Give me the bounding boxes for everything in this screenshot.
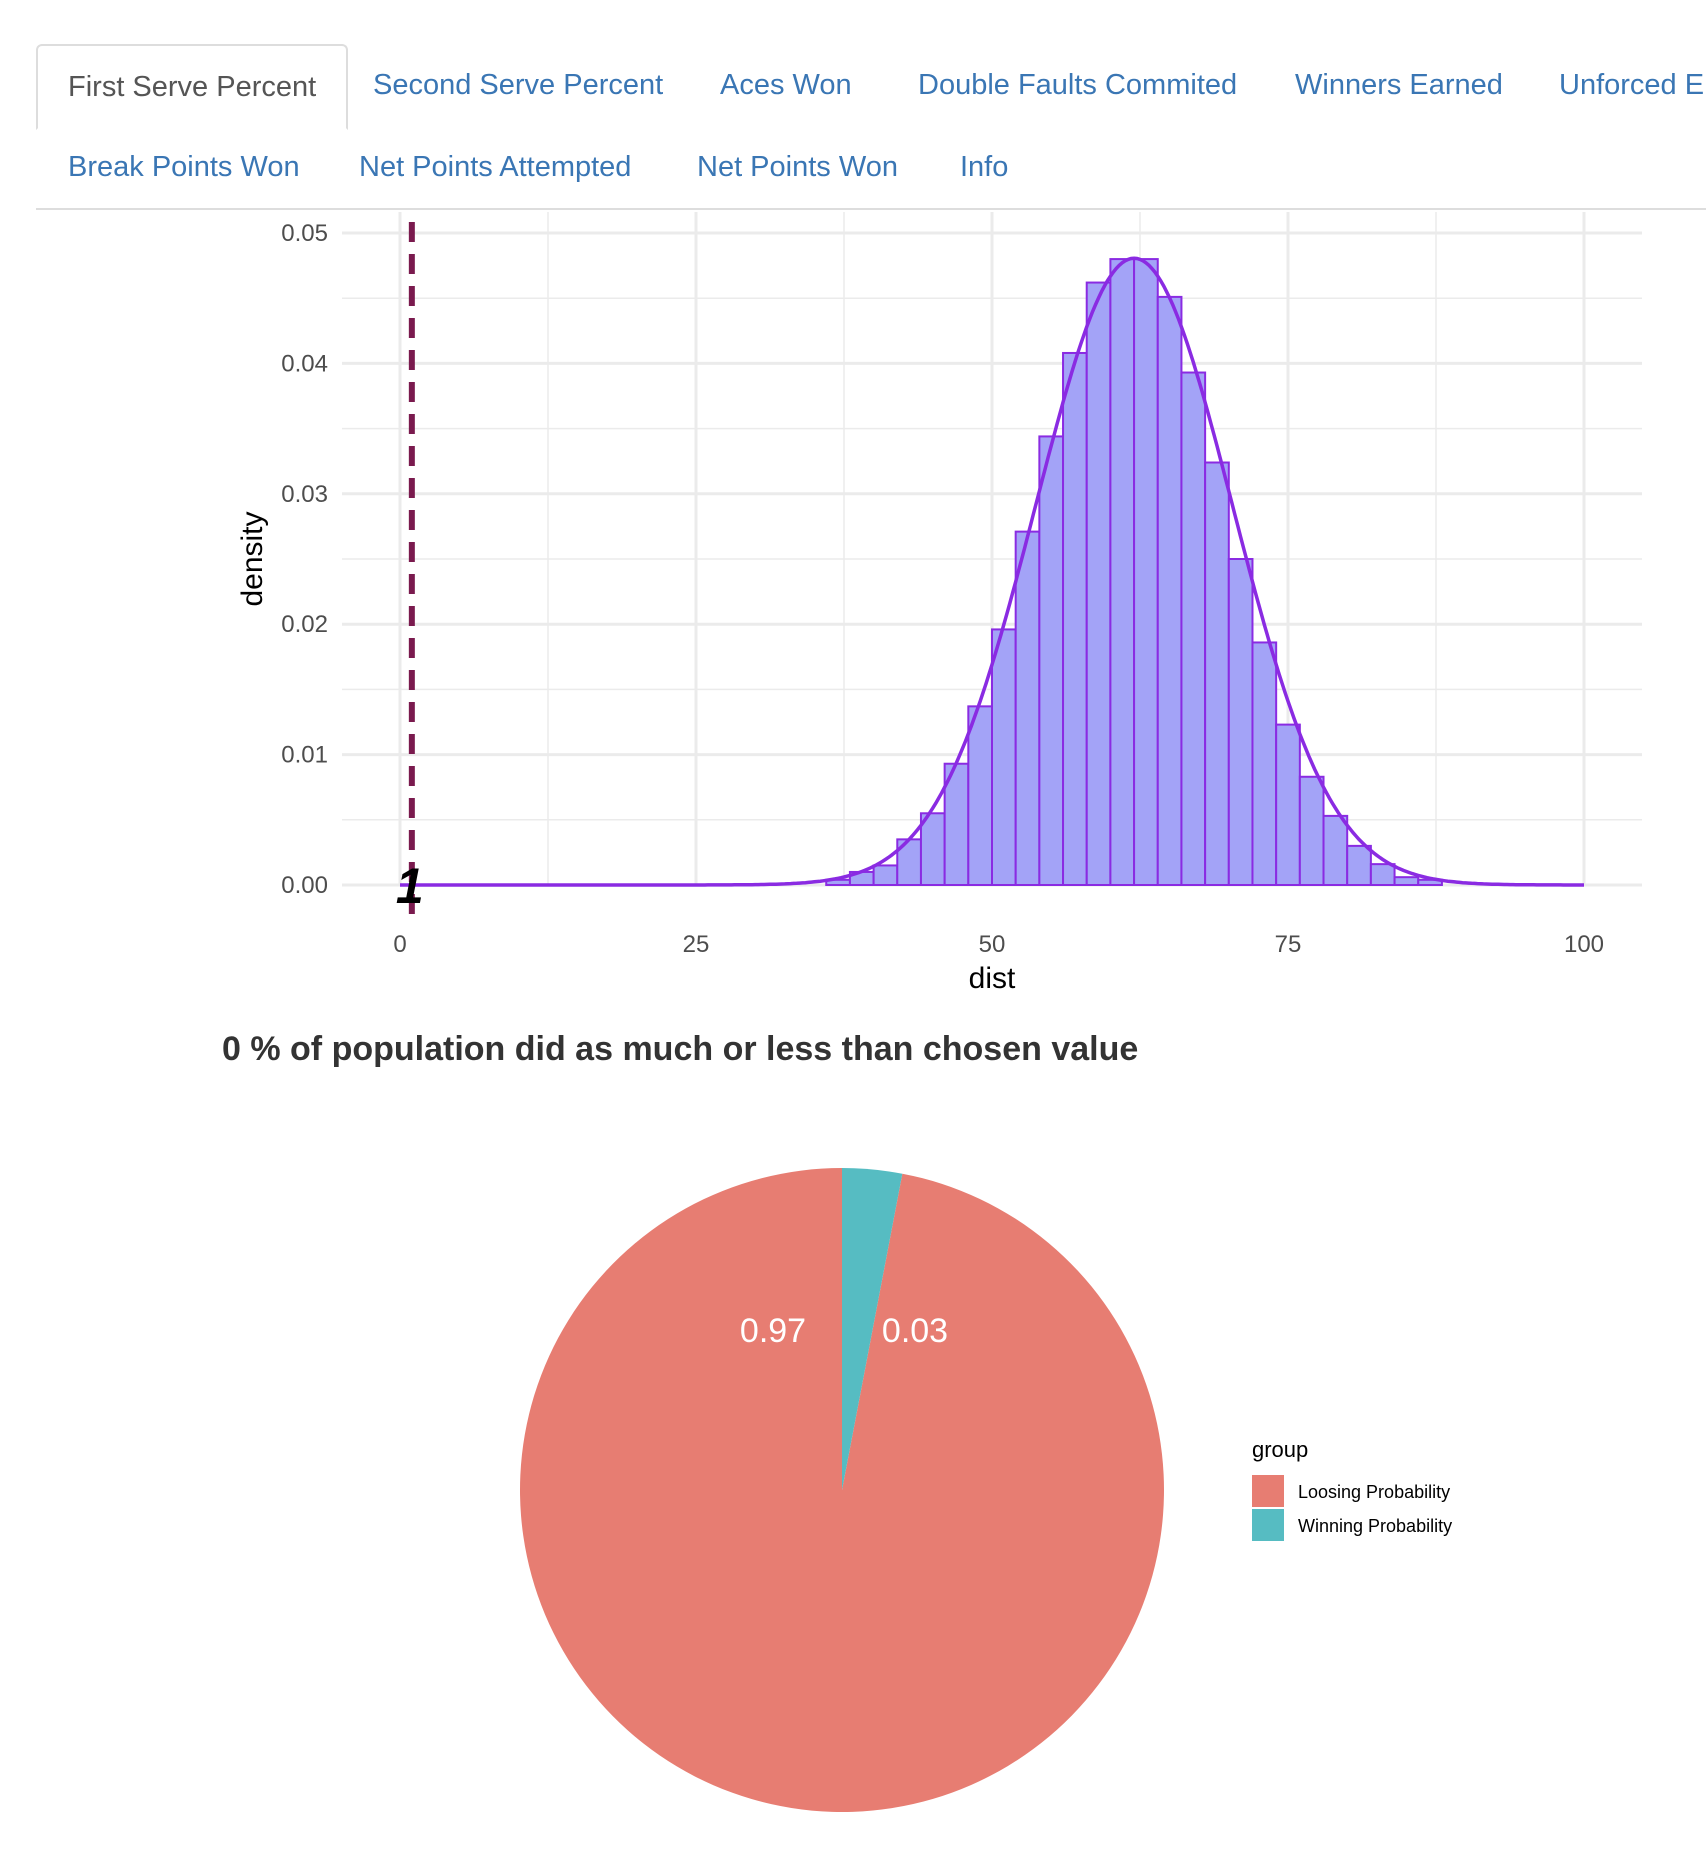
histogram-bar (1298, 775, 1325, 887)
histogram-bar (1275, 723, 1301, 886)
histogram-bar (1346, 844, 1372, 887)
population-percent-text: 0 % of population did as much or less th… (222, 1030, 1139, 1068)
x-tick-label: 25 (683, 931, 710, 958)
tab-second-serve-percent[interactable]: Second Serve Percent (373, 69, 664, 101)
y-tick-label: 0.03 (281, 481, 328, 508)
tab-bar: First Serve Percent Second Serve Percent… (36, 44, 1706, 210)
x-tick-label: 0 (393, 931, 406, 958)
histogram-bar (1133, 258, 1159, 886)
tab-unforced-errors[interactable]: Unforced Er (1559, 69, 1706, 101)
density-curve (400, 256, 1584, 887)
legend-swatch (1252, 1475, 1284, 1507)
tab-winners-earned[interactable]: Winners Earned (1295, 69, 1503, 101)
y-tick-label: 0.02 (281, 611, 328, 638)
y-axis-label: density (236, 511, 269, 606)
tab-first-serve-percent[interactable]: First Serve Percent (36, 44, 349, 130)
pie-slice (520, 1168, 1165, 1812)
histogram-bar (1180, 371, 1207, 886)
tab-net-points-won[interactable]: Net Points Won (697, 151, 898, 183)
histogram-bar (1393, 876, 1420, 887)
x-axis-label: dist (969, 962, 1016, 995)
y-tick-label: 0.00 (281, 872, 328, 899)
histogram-bar (1038, 435, 1065, 886)
density-histogram-chart: 1 0 25 50 75 100 0.00 0.01 0.02 0.03 0.04 0.05 dist d… (236, 212, 1642, 995)
histogram-bar (919, 812, 946, 887)
histogram-bar (872, 864, 899, 887)
tab-net-points-attempted[interactable]: Net Points Attempted (359, 151, 632, 183)
histogram-bar (1156, 295, 1183, 886)
tab-info[interactable]: Info (960, 151, 1009, 183)
x-tick-label: 50 (979, 931, 1006, 958)
histogram-bar (991, 628, 1017, 887)
legend-swatch (1252, 1509, 1284, 1541)
pie-slice (842, 1168, 903, 1490)
histogram-bar (1014, 530, 1041, 887)
histogram-bar (1251, 641, 1278, 886)
x-tick-label: 100 (1564, 931, 1604, 958)
legend-title: group (1252, 1437, 1308, 1462)
pie-label: 0.03 (882, 1312, 948, 1350)
histogram-bar (1062, 351, 1088, 886)
histogram-bar (1227, 558, 1254, 886)
y-tick-label: 0.04 (281, 350, 328, 377)
histogram-bar (1109, 258, 1136, 886)
legend-label: Winning Probability (1298, 1516, 1452, 1536)
tab-aces-won[interactable]: Aces Won (720, 69, 852, 101)
x-tick-label: 75 (1275, 931, 1302, 958)
histogram-bar (1369, 863, 1396, 886)
legend-label: Loosing Probability (1298, 1482, 1450, 1502)
pie-label: 0.97 (740, 1312, 806, 1350)
chosen-value-label: 1 (396, 858, 424, 914)
probability-pie-chart: 0.97 0.03 group Loosing Probability Winning … (520, 1168, 1452, 1812)
y-tick-label: 0.05 (281, 220, 328, 247)
histogram-bar (1204, 461, 1230, 886)
histogram-bar (1322, 814, 1349, 886)
histogram-bar (1085, 281, 1112, 886)
tab-double-faults-commited[interactable]: Double Faults Commited (918, 69, 1238, 101)
tab-break-points-won[interactable]: Break Points Won (68, 151, 300, 183)
y-tick-label: 0.01 (281, 742, 328, 769)
histogram-bar (967, 705, 994, 886)
